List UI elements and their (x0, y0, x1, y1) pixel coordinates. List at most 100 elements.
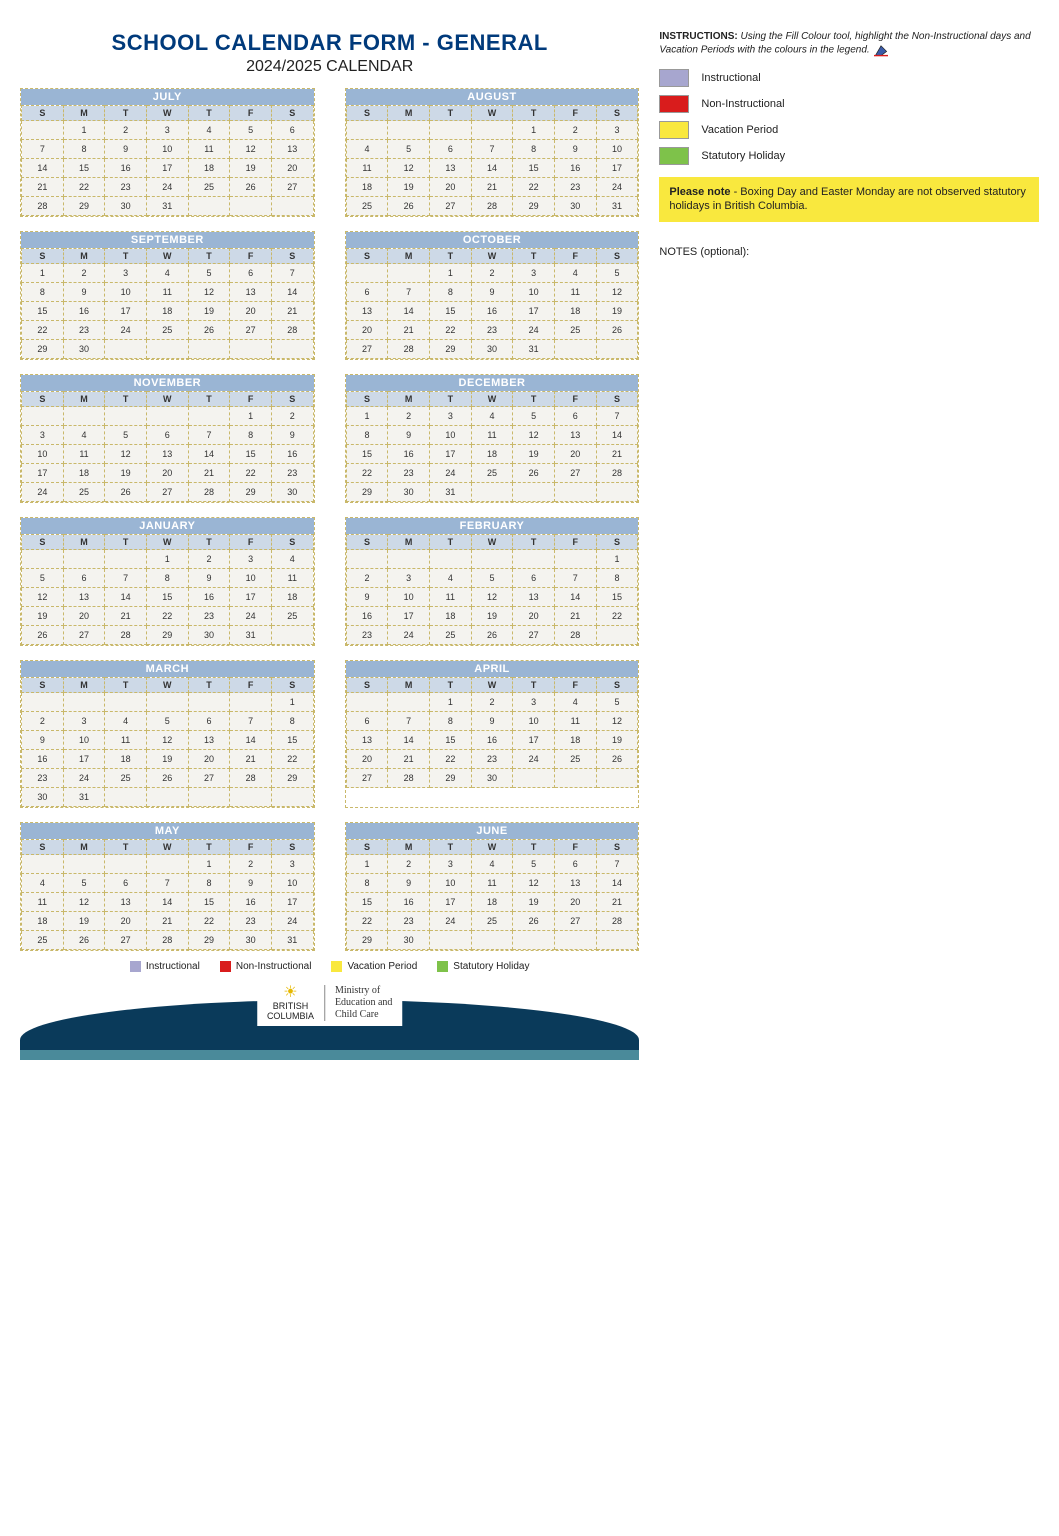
day-cell: 21 (471, 178, 513, 197)
day-cell: 5 (513, 407, 555, 426)
day-cell: 1 (346, 855, 388, 874)
day-cell: 1 (188, 855, 230, 874)
day-cell: 31 (146, 197, 188, 216)
day-cell: 7 (271, 264, 313, 283)
day-cell: 28 (271, 321, 313, 340)
dow-header: F (230, 249, 272, 264)
day-cell: 19 (513, 445, 555, 464)
day-cell: 29 (346, 483, 388, 502)
day-cell: 12 (513, 426, 555, 445)
day-cell: 16 (105, 159, 147, 178)
legend-inst: Instructional (130, 961, 200, 972)
day-cell: 25 (105, 769, 147, 788)
day-cell: 12 (596, 283, 638, 302)
day-cell: 6 (105, 874, 147, 893)
empty-cell (230, 788, 272, 807)
dow-header: S (596, 106, 638, 121)
dow-header: T (430, 249, 472, 264)
dow-header: W (471, 106, 513, 121)
page-subtitle: 2024/2025 CALENDAR (20, 58, 639, 76)
day-cell: 28 (596, 464, 638, 483)
day-cell: 26 (230, 178, 272, 197)
month-august: AUGUSTSMTWTFS123456789101112131415161718… (345, 88, 640, 217)
day-cell: 29 (146, 626, 188, 645)
day-cell: 22 (346, 464, 388, 483)
day-cell: 18 (188, 159, 230, 178)
day-cell: 8 (146, 569, 188, 588)
day-cell: 9 (271, 426, 313, 445)
day-cell: 7 (388, 283, 430, 302)
dow-header: W (146, 535, 188, 550)
month-january: JANUARYSMTWTFS12345678910111213141516171… (20, 517, 315, 646)
empty-cell (22, 855, 64, 874)
day-cell: 15 (430, 731, 472, 750)
side-legend-vac: Vacation Period (659, 121, 1039, 139)
day-cell: 29 (63, 197, 105, 216)
day-cell: 7 (388, 712, 430, 731)
dow-header: W (146, 840, 188, 855)
day-cell: 30 (554, 197, 596, 216)
page-title: SCHOOL CALENDAR FORM - GENERAL (20, 30, 639, 56)
day-cell: 26 (188, 321, 230, 340)
dow-header: T (105, 840, 147, 855)
day-cell: 22 (430, 750, 472, 769)
day-cell: 18 (63, 464, 105, 483)
empty-cell (188, 407, 230, 426)
day-cell: 27 (188, 769, 230, 788)
day-cell: 27 (105, 931, 147, 950)
day-cell: 12 (146, 731, 188, 750)
day-cell: 2 (63, 264, 105, 283)
day-cell: 3 (596, 121, 638, 140)
dow-header: S (596, 840, 638, 855)
day-cell: 6 (554, 855, 596, 874)
calendar-table: SMTWTFS123456789101112131415161718192021… (21, 248, 314, 359)
calendar-table: SMTWTFS123456789101112131415161718192021… (346, 534, 639, 645)
day-cell: 12 (105, 445, 147, 464)
month-march: MARCHSMTWTFS1234567891011121314151617181… (20, 660, 315, 808)
day-cell: 25 (430, 626, 472, 645)
dow-header: F (554, 840, 596, 855)
empty-cell (188, 693, 230, 712)
day-cell: 31 (271, 931, 313, 950)
day-cell: 23 (388, 464, 430, 483)
day-cell: 1 (230, 407, 272, 426)
empty-cell (22, 121, 64, 140)
day-cell: 18 (554, 731, 596, 750)
day-cell: 2 (22, 712, 64, 731)
day-cell: 5 (388, 140, 430, 159)
dow-header: S (346, 535, 388, 550)
day-cell: 1 (63, 121, 105, 140)
day-cell: 19 (471, 607, 513, 626)
day-cell: 19 (596, 302, 638, 321)
empty-cell (146, 340, 188, 359)
day-cell: 14 (22, 159, 64, 178)
fill-bucket-icon (872, 43, 890, 57)
day-cell: 27 (230, 321, 272, 340)
empty-cell (146, 788, 188, 807)
day-cell: 10 (513, 712, 555, 731)
day-cell: 2 (346, 569, 388, 588)
side-legend: Instructional Non-Instructional Vacation… (659, 69, 1039, 165)
day-cell: 4 (471, 407, 513, 426)
day-cell: 21 (230, 750, 272, 769)
day-cell: 17 (271, 893, 313, 912)
day-cell: 11 (346, 159, 388, 178)
calendar-table: SMTWTFS123456789101112131415161718192021… (21, 105, 314, 216)
day-cell: 22 (188, 912, 230, 931)
dow-header: M (388, 678, 430, 693)
day-cell: 2 (230, 855, 272, 874)
month-october: OCTOBERSMTWTFS12345678910111213141516171… (345, 231, 640, 360)
day-cell: 16 (471, 731, 513, 750)
day-cell: 27 (146, 483, 188, 502)
day-cell: 5 (230, 121, 272, 140)
day-cell: 15 (271, 731, 313, 750)
empty-cell (346, 121, 388, 140)
day-cell: 10 (146, 140, 188, 159)
dow-header: M (63, 678, 105, 693)
empty-cell (471, 483, 513, 502)
dow-header: M (63, 392, 105, 407)
day-cell: 10 (388, 588, 430, 607)
empty-cell (105, 550, 147, 569)
day-cell: 6 (63, 569, 105, 588)
day-cell: 11 (63, 445, 105, 464)
